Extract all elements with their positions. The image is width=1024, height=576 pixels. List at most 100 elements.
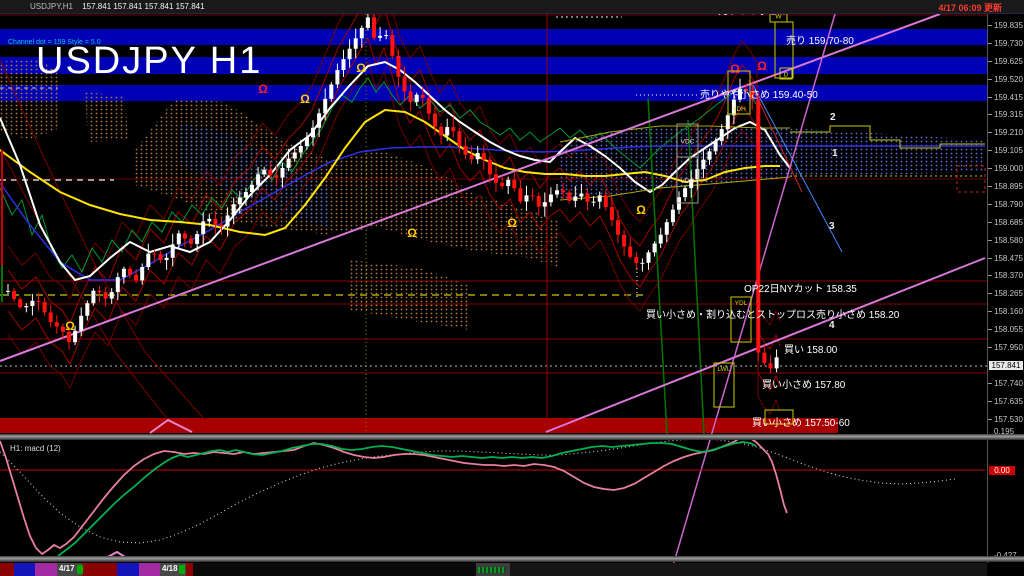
box-label: VDO: [680, 178, 694, 185]
macd-axis-label: 0.00: [989, 466, 1015, 475]
axis-tick-label: 159.000: [994, 164, 1023, 173]
timeline-segment[interactable]: [82, 563, 117, 576]
price-axis[interactable]: 159.940159.835159.730159.625159.520159.4…: [987, 3, 1024, 572]
axis-tick: [988, 114, 992, 115]
axis-tick: [988, 61, 992, 62]
price-level-annotation[interactable]: 買い小さめ 157.50-60: [752, 418, 850, 429]
omega-marker: Ω: [356, 61, 366, 75]
horizontal-levels: [0, 14, 987, 434]
candlesticks: [6, 9, 779, 374]
time-axis-scrollbar[interactable]: 4/17 4/18: [0, 563, 1024, 576]
timeline-date-label: 4/17: [59, 564, 75, 573]
level-boxes: W D YDH YDL LWL VDC VDO: [676, 8, 986, 425]
wave-count-label: 4: [829, 320, 835, 331]
omega-marker: Ω: [407, 226, 417, 240]
demand-zone-band: [0, 418, 838, 433]
ohlc-quotes: 157.841 157.841 157.841 157.841: [82, 2, 205, 11]
axis-tick: [988, 168, 992, 169]
timeline-segment[interactable]: [35, 563, 57, 576]
timeline-tick: [77, 565, 83, 574]
axis-tick: [988, 222, 992, 223]
axis-tick: [988, 347, 992, 348]
pane-separator[interactable]: [0, 434, 1024, 440]
omega-marker: Ω: [507, 216, 517, 230]
macd-axis-label: -0.427: [994, 551, 1017, 560]
timeline-segment[interactable]: [510, 563, 987, 576]
axis-tick: [988, 275, 992, 276]
box-label: LWL: [718, 366, 731, 373]
omega-marker: Ω: [300, 92, 310, 106]
axis-tick-label: 158.685: [994, 218, 1023, 227]
box-label: D: [784, 72, 789, 79]
axis-tick: [988, 383, 992, 384]
axis-tick-label: 158.790: [994, 200, 1023, 209]
axis-tick: [988, 293, 992, 294]
axis-tick: [988, 25, 992, 26]
current-price-tag: 157.841: [989, 361, 1023, 370]
axis-tick: [988, 329, 992, 330]
axis-tick-label: 159.835: [994, 21, 1023, 30]
axis-tick-label: 158.895: [994, 182, 1023, 191]
timeline-date-label: 4/18: [162, 564, 178, 573]
window-title-bar: USDJPY,H1 157.841 157.841 157.841 157.84…: [0, 0, 1024, 14]
axis-tick: [988, 97, 992, 98]
price-level-annotation[interactable]: 売りやや小さめ 159.40-50: [700, 90, 818, 101]
axis-tick-label: 159.415: [994, 93, 1023, 102]
timeline-segment[interactable]: [14, 563, 35, 576]
price-level-annotation[interactable]: 買い小さめ・割り込むとストップロス売り小さめ 158.20: [646, 310, 900, 321]
axis-tick: [988, 79, 992, 80]
chart-watermark: USDJPY H1: [36, 40, 263, 82]
timeline-segment[interactable]: [186, 563, 193, 576]
axis-tick-label: 159.105: [994, 146, 1023, 155]
box-label: YDL: [735, 300, 748, 307]
axis-tick-label: 157.635: [994, 397, 1023, 406]
wave-count-label: 1: [832, 148, 838, 159]
timeline-segment[interactable]: [0, 563, 14, 576]
macd-axis-label: 0.195: [994, 427, 1015, 436]
axis-tick: [988, 43, 992, 44]
axis-tick-label: 158.160: [994, 307, 1023, 316]
timeline-segment[interactable]: [987, 563, 1024, 576]
axis-tick: [988, 240, 992, 241]
box-label: VDC: [681, 139, 695, 146]
axis-tick-label: 158.580: [994, 236, 1023, 245]
macd-pane: [0, 433, 985, 557]
timeline-segment[interactable]: [139, 563, 160, 576]
omega-marker: Ω: [757, 59, 767, 73]
axis-tick-label: 158.265: [994, 289, 1023, 298]
axis-tick-label: 157.950: [994, 343, 1023, 352]
price-level-annotation[interactable]: OP22日NYカット 158.35: [744, 284, 857, 295]
omega-marker: Ω: [65, 319, 75, 333]
axis-tick-label: 157.530: [994, 415, 1023, 424]
axis-tick: [988, 132, 992, 133]
symbol-period-label: USDJPY,H1: [30, 2, 73, 11]
pane-separator[interactable]: [0, 556, 1024, 562]
omega-marker: Ω: [258, 82, 268, 96]
timeline-tick: [179, 565, 185, 574]
axis-tick-label: 159.210: [994, 128, 1023, 137]
axis-tick: [988, 186, 992, 187]
axis-tick: [988, 419, 992, 420]
price-level-annotation[interactable]: 買い小さめ 157.80: [762, 380, 846, 391]
axis-tick-label: 159.315: [994, 110, 1023, 119]
update-timestamp: 4/17 06:09 更新: [938, 3, 1002, 13]
box-label: YDH: [732, 106, 746, 113]
timeline-segment[interactable]: [57, 563, 82, 576]
omega-signal-markers: Ω Ω Ω Ω Ω Ω Ω Ω Ω: [65, 59, 767, 333]
price-level-annotation[interactable]: 買い 158.00: [784, 345, 838, 356]
omega-marker: Ω: [636, 203, 646, 217]
wave-count-label: 2: [830, 112, 836, 123]
axis-tick: [988, 204, 992, 205]
axis-tick-label: 157.740: [994, 379, 1023, 388]
axis-tick: [988, 258, 992, 259]
timeline-segment[interactable]: [117, 563, 139, 576]
price-level-annotation[interactable]: 売り 159.70-80: [786, 36, 854, 47]
timeline-segment[interactable]: [193, 563, 476, 576]
channel-note: Channel dot = 159 Style = 5.0: [8, 39, 101, 46]
wave-count-label: 3: [829, 221, 835, 232]
axis-tick-label: 159.520: [994, 75, 1023, 84]
omega-marker: Ω: [730, 62, 740, 76]
axis-tick-label: 159.730: [994, 39, 1023, 48]
